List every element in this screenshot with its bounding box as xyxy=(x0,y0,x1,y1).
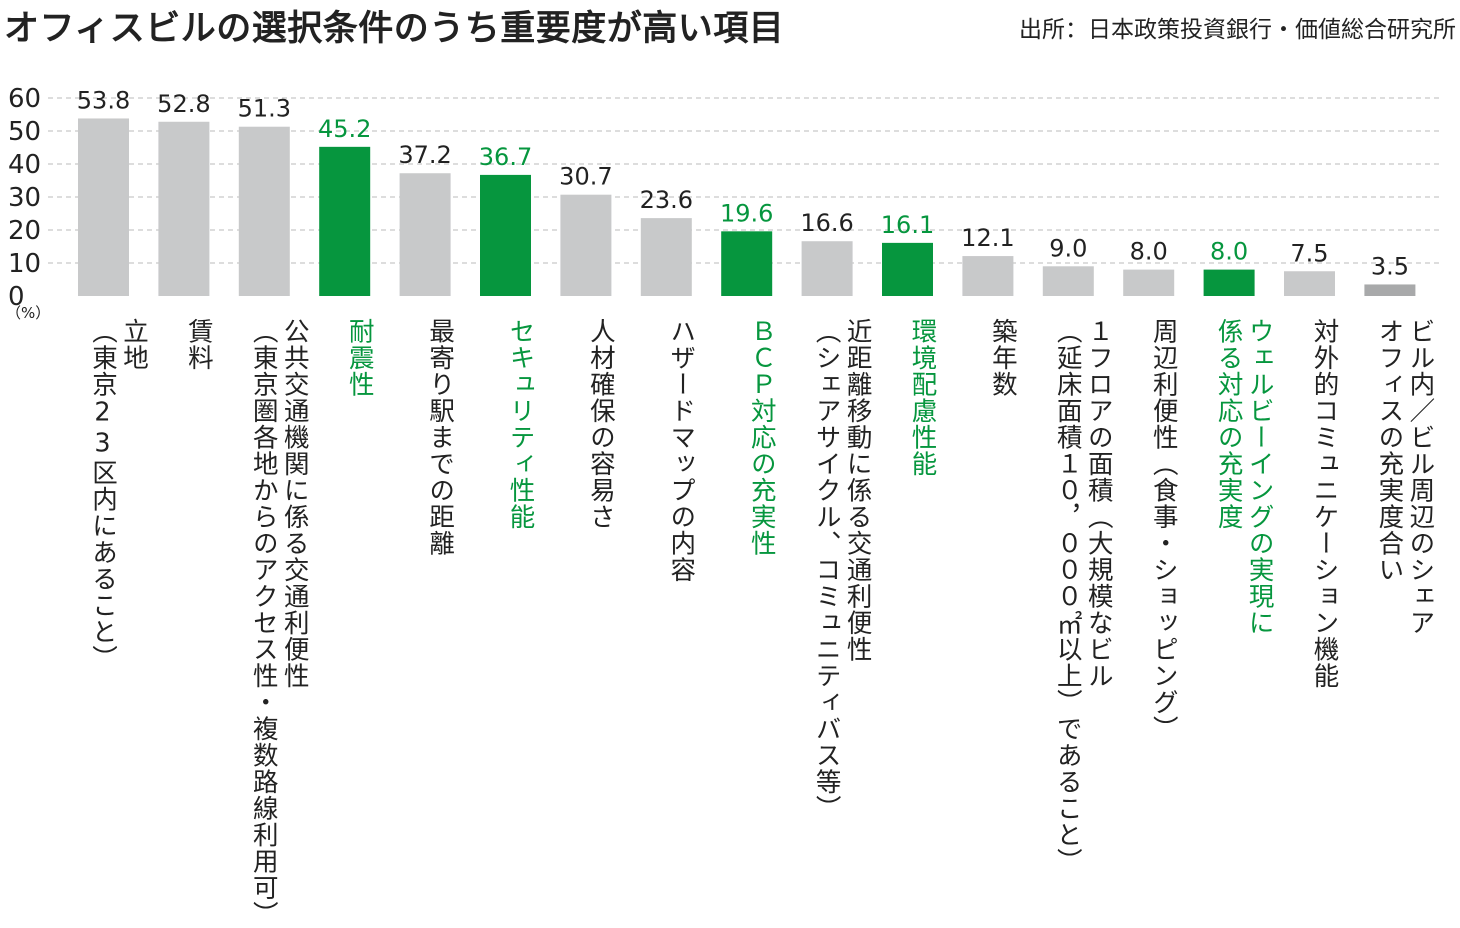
y-tick-label: 40 xyxy=(8,150,41,180)
bar xyxy=(238,126,290,297)
category-label: ＢＣＰ対応の充実性 xyxy=(745,318,776,557)
category-label-line: 係る対応の充実度 xyxy=(1213,318,1244,530)
bar-value-label: 30.7 xyxy=(559,163,612,191)
bar xyxy=(560,194,612,296)
bar-value-label: 19.6 xyxy=(720,199,773,227)
category-label-line: 人材確保の容易さ xyxy=(585,318,616,530)
category-label-line: ＢＣＰ対応の充実性 xyxy=(746,318,777,557)
bar xyxy=(399,173,451,296)
chart-source: 出所：日本政策投資銀行・価値総合研究所 xyxy=(1019,17,1456,43)
bar-layer xyxy=(78,118,1416,297)
category-label: 公共交通機関に係る交通利便性 （東京圏各地からのアクセス性・複数路線利用可） xyxy=(247,318,309,928)
category-label-line: 公共交通機関に係る交通利便性 xyxy=(279,318,310,689)
bar xyxy=(1123,269,1175,296)
category-label: 環境配慮性能 xyxy=(906,318,937,477)
category-label: 周辺利便性（食事・ショッピング） xyxy=(1147,318,1178,742)
bar xyxy=(882,242,933,296)
category-label-line: 近距離移動に係る交通利便性 xyxy=(842,318,873,663)
category-label-line: オフィスの充実度合い xyxy=(1373,318,1404,583)
y-tick-label: 60 xyxy=(8,84,41,114)
category-label-line: １フロアの面積（大規模なビル xyxy=(1083,318,1114,689)
bar xyxy=(962,256,1014,296)
category-label-line: 対外的コミュニケーション機能 xyxy=(1309,318,1339,689)
bar-value-label: 7.5 xyxy=(1290,239,1328,267)
category-label: １フロアの面積（大規模なビル （延床面積１０，０００㎡以上）であること） xyxy=(1051,318,1113,875)
bar-value-label: 53.8 xyxy=(77,86,130,114)
category-label: 最寄り駅までの距離 xyxy=(424,318,455,557)
bar-value-label: 3.5 xyxy=(1371,252,1409,280)
bar xyxy=(319,146,371,296)
bar-value-label: 51.3 xyxy=(238,95,291,123)
bar-value-label: 16.6 xyxy=(800,209,853,237)
category-label-line: 賃料 xyxy=(183,318,214,371)
category-label: セキュリティ性能 xyxy=(504,318,535,530)
y-tick-label: 0 xyxy=(8,282,25,312)
bar xyxy=(480,174,531,296)
y-tick-label: 30 xyxy=(8,183,41,213)
bar xyxy=(158,121,210,296)
category-label-line: （延床面積１０，０００㎡以上）であること） xyxy=(1052,318,1083,875)
bar-value-label: 23.6 xyxy=(640,186,693,214)
bar-value-label: 36.7 xyxy=(479,143,532,171)
category-label: 近距離移動に係る交通利便性 （シェアサイクル、コミュニティバス等） xyxy=(810,318,872,822)
category-label-line: 築年数 xyxy=(987,318,1018,398)
bar-value-label: 45.2 xyxy=(318,115,371,143)
category-label-line: （東京圏各地からのアクセス性・複数路線利用可） xyxy=(248,318,279,928)
category-label-line: ハザードマップの内容 xyxy=(665,318,696,583)
category-label: ハザードマップの内容 xyxy=(665,318,696,583)
bar-chart: 53.8 52.8 51.3 45.2 37.2 36.7 30.7 23.6 19.6 16.6… xyxy=(6,84,1440,322)
bar-value-label: 8.0 xyxy=(1130,238,1168,266)
chart-title: オフィスビルの選択条件のうち重要度が高い項目 xyxy=(4,9,785,49)
category-label-line: 耐震性 xyxy=(344,318,375,398)
category-label-line: 立地 xyxy=(118,318,149,371)
y-tick-label: 10 xyxy=(8,249,41,279)
bar-value-label: 16.1 xyxy=(881,211,934,239)
bar xyxy=(721,231,773,296)
category-label: ウェルビーイングの実現に 係る対応の充実度 xyxy=(1212,318,1274,636)
category-label: ビル内／ビル周辺のシェア オフィスの充実度合い xyxy=(1373,318,1435,636)
bar xyxy=(1364,284,1416,296)
bar-value-label: 52.8 xyxy=(157,90,210,118)
category-label-line: ウェルビーイングの実現に xyxy=(1244,318,1275,636)
category-label-line: 環境配慮性能 xyxy=(907,318,937,477)
category-label-line: 最寄り駅までの距離 xyxy=(424,318,455,557)
bar-value-label: 8.0 xyxy=(1210,238,1248,266)
category-label-line: （シェアサイクル、コミュニティバス等） xyxy=(811,318,842,822)
category-label-line: ビル内／ビル周辺のシェア xyxy=(1404,318,1435,636)
category-label: 賃料 xyxy=(182,318,213,371)
category-label-line: 周辺利便性（食事・ショッピング） xyxy=(1148,318,1179,742)
y-tick-label: 20 xyxy=(8,216,41,246)
bar xyxy=(78,118,129,297)
y-axis-unit-label: （%） xyxy=(6,304,50,322)
category-label: 人材確保の容易さ xyxy=(584,318,615,530)
bar-value-label: 9.0 xyxy=(1049,234,1087,262)
category-label-line: セキュリティ性能 xyxy=(505,318,535,530)
category-label: 対外的コミュニケーション機能 xyxy=(1308,318,1339,689)
category-label-line: （東京23区内にあること） xyxy=(87,318,118,672)
bar xyxy=(801,241,853,296)
category-label: 築年数 xyxy=(986,318,1017,398)
bar xyxy=(1284,271,1335,296)
bar xyxy=(640,218,692,296)
y-tick-label: 50 xyxy=(8,117,41,147)
category-label: 耐震性 xyxy=(343,318,374,398)
category-label: 立地 （東京23区内にあること） xyxy=(87,318,149,672)
bar xyxy=(1203,269,1255,296)
bar-value-label: 12.1 xyxy=(961,224,1014,252)
bar xyxy=(1042,266,1094,296)
bar-value-label: 37.2 xyxy=(398,141,451,169)
value-label-layer: 53.8 52.8 51.3 45.2 37.2 36.7 30.7 23.6 19.6 16.6… xyxy=(77,86,1409,280)
